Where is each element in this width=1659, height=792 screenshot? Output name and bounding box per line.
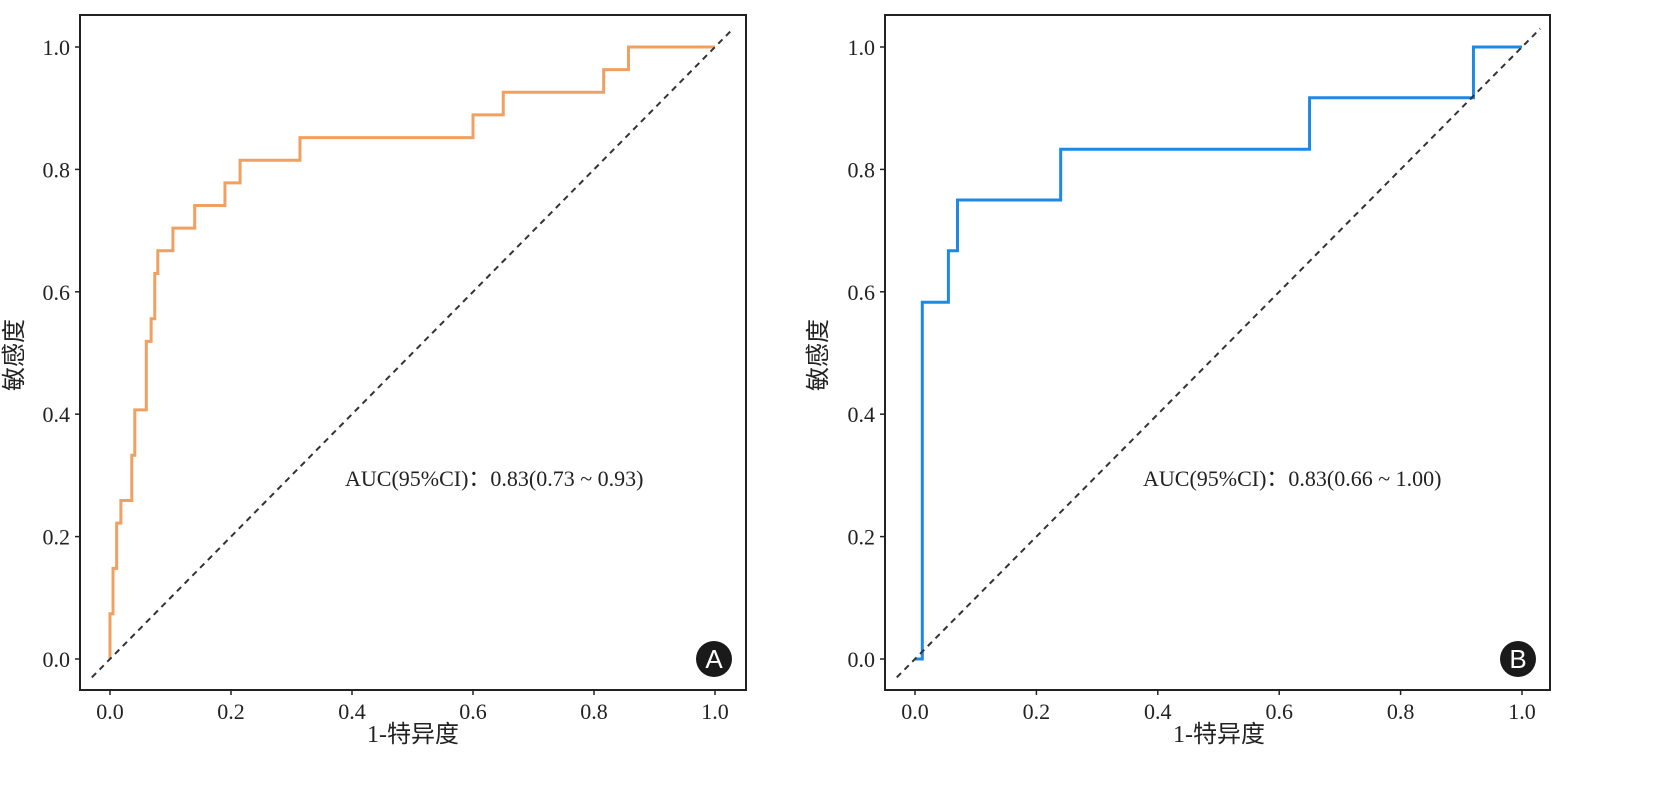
y-tick-label: 0.8 — [43, 157, 71, 182]
y-axis-label: 敏感度 — [1, 319, 28, 391]
y-tick-label: 0.4 — [848, 402, 876, 427]
x-tick-label: 0.0 — [96, 699, 124, 724]
roc-curve — [915, 45, 1522, 661]
roc-panel-b: 0.0 0.2 0.4 0.6 0.8 1.0 0.0 0.2 0.4 0.6 0.8 1.0 1-特异… — [805, 14, 1551, 748]
auc-annotation: AUC(95%CI)：0.83(0.73 ~ 0.93) — [345, 466, 643, 491]
auc-annotation: AUC(95%CI)：0.83(0.66 ~ 1.00) — [1143, 466, 1441, 491]
y-tick-label: 0.2 — [848, 525, 876, 550]
x-tick-label: 1.0 — [1508, 699, 1536, 724]
x-tick-label: 0.4 — [338, 699, 366, 724]
y-tick-label: 0.6 — [848, 280, 876, 305]
x-tick-label: 0.8 — [1387, 699, 1415, 724]
x-tick-label: 1.0 — [701, 699, 729, 724]
roc-curve — [108, 45, 715, 659]
y-tick-label: 1.0 — [43, 35, 71, 60]
x-tick-label: 0.4 — [1144, 699, 1172, 724]
y-tick-label: 1.0 — [848, 35, 876, 60]
plot-frame — [79, 14, 747, 691]
y-tick-label: 0.0 — [848, 647, 876, 672]
panel-badge — [1500, 641, 1536, 677]
x-axis-label: 1-特异度 — [367, 721, 459, 748]
x-tick-label: 0.8 — [580, 699, 608, 724]
panel-label: B — [1509, 644, 1526, 674]
panel-badge — [696, 641, 732, 677]
roc-panel-a: 0.0 0.2 0.4 0.6 0.8 1.0 0.0 0.2 0.4 0.6 0.8 1.0 1-特异… — [1, 14, 747, 748]
x-tick-label: 0.2 — [1023, 699, 1051, 724]
y-tick-label: 0.4 — [43, 402, 71, 427]
plot-frame — [884, 14, 1551, 691]
y-tick-label: 0.0 — [43, 647, 71, 672]
y-tick-label: 0.6 — [43, 280, 71, 305]
x-tick-label: 0.6 — [459, 699, 487, 724]
y-axis-label: 敏感度 — [805, 319, 832, 391]
x-tick-label: 0.2 — [217, 699, 245, 724]
y-tick-label: 0.2 — [43, 525, 71, 550]
reference-diagonal-line — [896, 27, 1541, 679]
y-tick-label: 0.8 — [848, 157, 876, 182]
x-tick-label: 0.0 — [901, 699, 929, 724]
x-tick-label: 0.6 — [1265, 699, 1293, 724]
panel-label: A — [705, 644, 723, 674]
x-axis-label: 1-特异度 — [1173, 721, 1265, 748]
reference-diagonal-line — [91, 27, 734, 679]
